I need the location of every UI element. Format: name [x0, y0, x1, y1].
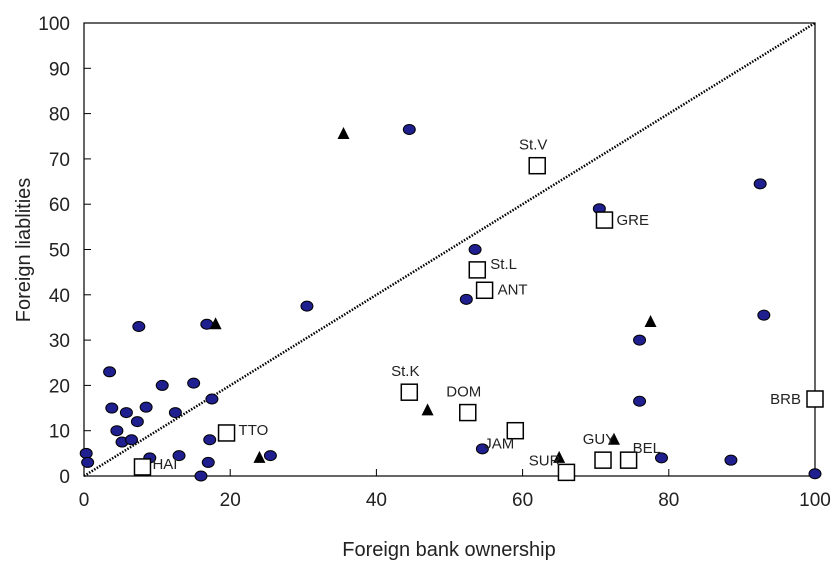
point-labels: HAI TTO St.K DOM St.L ANT JAM St.V SUR GUY GRE BEL B… [152, 137, 801, 473]
circle-point [103, 366, 117, 378]
point-label: DOM [446, 384, 481, 401]
y-tick-label: 70 [49, 150, 70, 171]
circle-point [724, 454, 738, 466]
triangle-point [644, 314, 657, 327]
circle-point [187, 377, 201, 389]
circle-point [79, 447, 93, 459]
point-label: GRE [616, 212, 649, 229]
y-tick-label: 50 [49, 241, 70, 262]
circle-point [633, 334, 647, 346]
x-tick-label: 20 [220, 490, 241, 511]
triangle-point [421, 403, 434, 416]
circle-point [194, 470, 208, 482]
square-point [217, 424, 236, 442]
point-label: St.K [391, 363, 419, 380]
triangle-point [337, 126, 350, 139]
circle-point [130, 416, 144, 428]
y-tick-label: 30 [49, 331, 70, 352]
point-label: BRB [770, 391, 801, 408]
y-tick-label: 60 [49, 195, 70, 216]
x-tick-label: 0 [79, 490, 90, 511]
circle-point [125, 434, 139, 446]
x-axis-title: Foreign bank ownership [342, 539, 555, 561]
circle-point [459, 293, 473, 305]
square-point [468, 261, 487, 279]
square-point [594, 451, 612, 469]
point-label: St.L [490, 256, 517, 273]
circle-point [168, 407, 182, 419]
point-label: GUY [583, 431, 616, 448]
triangle-point [553, 450, 566, 463]
square-point [475, 281, 494, 300]
x-axis-ticks: 0 20 40 60 80 100 [79, 469, 831, 511]
circle-point [402, 123, 416, 135]
y-axis-ticks: 0 10 20 30 40 50 60 70 80 90 100 [38, 14, 91, 488]
circle-point [475, 443, 489, 455]
y-tick-label: 40 [49, 286, 70, 307]
circle-point [205, 393, 219, 405]
circle-point [300, 300, 314, 312]
point-label: TTO [239, 422, 269, 439]
circle-point [468, 244, 482, 255]
circle-point [172, 450, 186, 462]
square-point [133, 458, 152, 476]
y-tick-label: 80 [49, 105, 70, 126]
x-tick-label: 40 [366, 490, 387, 511]
circle-point [119, 407, 133, 419]
data-points [79, 123, 824, 482]
triangle-point [607, 432, 620, 445]
point-label: ANT [498, 281, 528, 298]
triangle-point [253, 450, 266, 463]
square-point [528, 156, 546, 175]
circle-point [132, 321, 146, 333]
diagonal-reference-line [83, 21, 816, 478]
square-point [400, 383, 419, 401]
circle-point [263, 450, 277, 462]
point-label: SUR [529, 452, 561, 469]
x-tick-label: 80 [658, 490, 679, 511]
point-label: St.V [519, 137, 547, 154]
square-point [459, 403, 477, 422]
y-axis-title: Foreign liablities [13, 178, 35, 323]
circle-point [155, 379, 169, 391]
square-point [619, 451, 638, 469]
circle-point [808, 468, 822, 480]
square-point [595, 211, 614, 229]
circle-point [201, 456, 215, 468]
point-label: BEL [633, 440, 661, 457]
square-point [557, 463, 576, 482]
square-point [806, 390, 824, 408]
circle-point [139, 401, 153, 413]
circle-point [81, 456, 95, 468]
circle-point [105, 402, 119, 414]
x-tick-label: 60 [512, 490, 533, 511]
circle-point [203, 434, 217, 446]
circle-point [753, 178, 767, 190]
triangle-point [209, 317, 222, 330]
circle-point [654, 452, 668, 464]
y-tick-label: 90 [49, 59, 70, 80]
x-tick-label: 100 [799, 490, 831, 511]
y-tick-label: 0 [59, 467, 70, 488]
circle-point [757, 309, 771, 321]
y-tick-label: 10 [49, 422, 70, 443]
circle-point [110, 425, 124, 437]
circle-point [633, 395, 647, 407]
point-label: JAM [484, 436, 514, 453]
square-point [506, 421, 525, 440]
y-tick-label: 20 [49, 376, 70, 397]
point-label: HAI [152, 456, 177, 473]
y-tick-label: 100 [38, 14, 70, 35]
